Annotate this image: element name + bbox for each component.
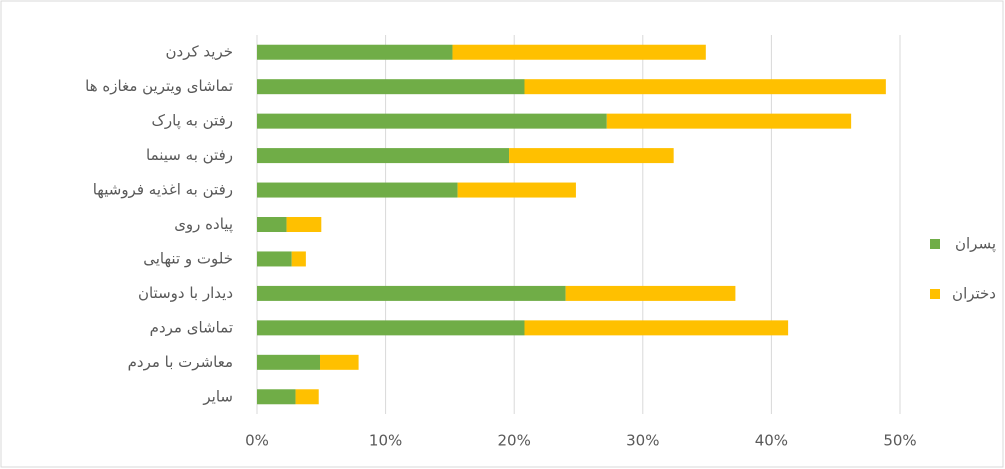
y-tick-label: تماشای مردم [150, 318, 233, 336]
y-tick-label: رفتن به اغذیه فروشیها [93, 181, 233, 199]
bar-segment [257, 355, 320, 370]
bar-segment [257, 389, 296, 404]
y-tick-label: پیاده روی [174, 215, 233, 234]
x-tick-label: 40% [755, 432, 788, 450]
bar-segment [607, 114, 851, 129]
legend-label: پسران [955, 235, 996, 254]
bar-segment [524, 320, 788, 335]
bar-segment [524, 79, 885, 94]
bar-segment [257, 251, 292, 266]
bar-segment [257, 45, 452, 60]
x-tick-label: 50% [883, 432, 916, 450]
x-tick-label: 10% [369, 432, 402, 450]
y-tick-label: رفتن به سینما [146, 146, 233, 164]
x-tick-label: 30% [626, 432, 659, 450]
bar-segment [296, 389, 319, 404]
bar-segment [458, 183, 576, 198]
bar-segment [452, 45, 705, 60]
legend-marker [930, 239, 940, 249]
bar-segment [257, 183, 458, 198]
y-tick-label: تماشای ویترین مغازه ها [85, 77, 233, 95]
y-tick-label: خلوت و تنهایی [143, 249, 233, 267]
bar-segment [257, 114, 607, 129]
bar-segment [257, 320, 524, 335]
bar-segment [320, 355, 359, 370]
x-tick-label: 20% [498, 432, 531, 450]
y-tick-label: سایر [202, 387, 233, 405]
bar-segment [257, 217, 287, 232]
chart: 0% 10% 20% 30% 40% 50% خرید کردن تماشای ویترین … [0, 0, 1005, 469]
bar-segment [257, 286, 566, 301]
bar-segment [566, 286, 736, 301]
legend-label: دختران [952, 285, 996, 303]
x-tick-label: 0% [245, 432, 269, 450]
bar-segment [292, 251, 306, 266]
bar-segment [257, 148, 509, 163]
legend-marker [930, 289, 940, 299]
y-tick-label: خرید کردن [166, 43, 233, 61]
chart-border [1, 1, 1003, 467]
bar-segment [257, 79, 524, 94]
y-tick-label: رفتن به پارک [151, 112, 233, 131]
y-tick-label: دیدار با دوستان [138, 284, 233, 302]
page: 0% 10% 20% 30% 40% 50% خرید کردن تماشای ویترین … [0, 0, 1005, 469]
y-tick-label: معاشرت با مردم [128, 353, 233, 371]
bar-segment [287, 217, 322, 232]
bar-segment [509, 148, 674, 163]
